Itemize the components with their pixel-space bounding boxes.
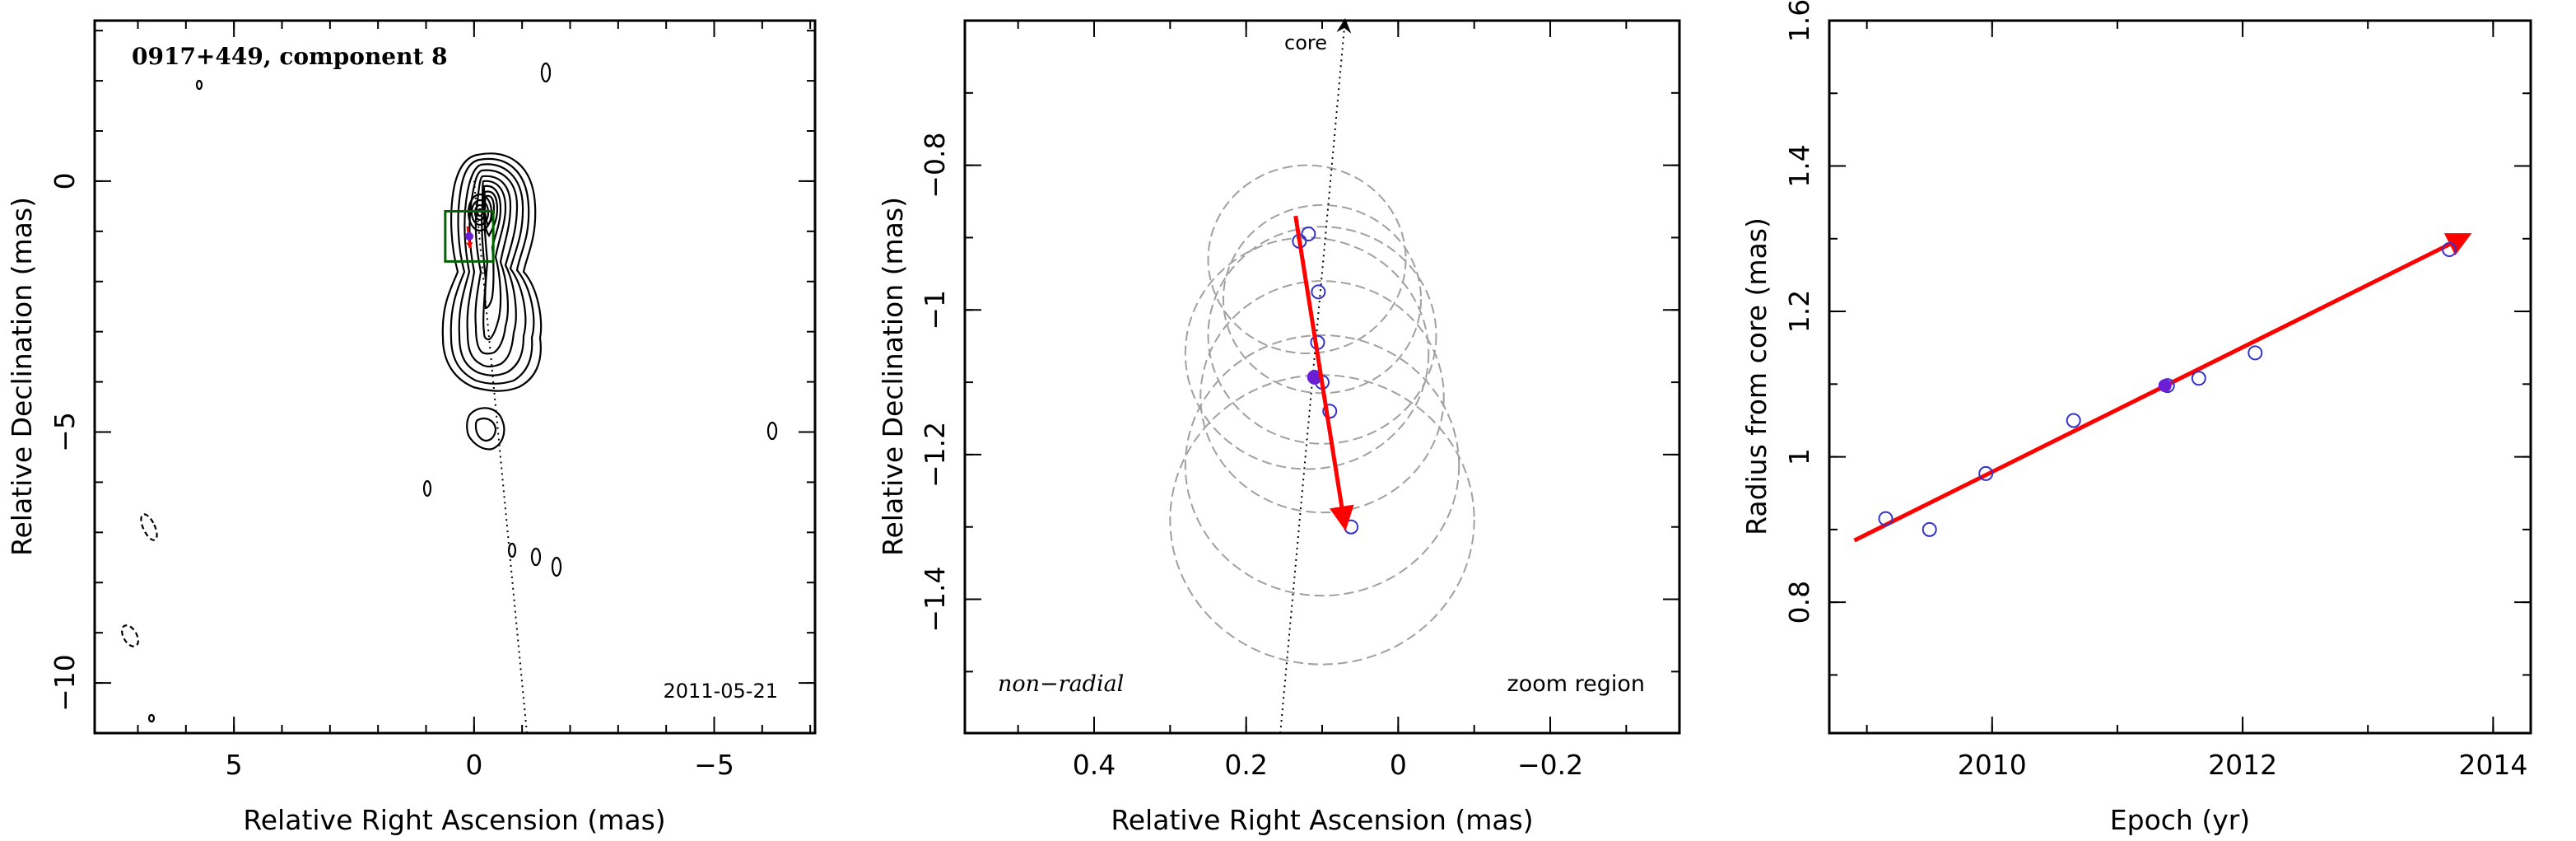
panel-1-plot-area: 0917+449, component 8 2011-05-21 bbox=[93, 19, 817, 735]
x-tick-label: 0 bbox=[465, 749, 482, 781]
y-tick-label: −1 bbox=[919, 290, 951, 330]
radius-point bbox=[1978, 465, 1994, 481]
panel-3-y-axis-label: Radius from core (mas) bbox=[1740, 217, 1772, 535]
x-tick-label: 2012 bbox=[2208, 749, 2277, 781]
position-uncertainty-circles bbox=[1169, 164, 1475, 666]
y-tick-label: 1.2 bbox=[1783, 290, 1815, 333]
zoom-box bbox=[444, 209, 495, 263]
y-tick-label: 0.8 bbox=[1783, 581, 1815, 624]
x-tick-label: 2010 bbox=[1958, 749, 2027, 781]
y-tick-label: −0.8 bbox=[919, 133, 951, 199]
panel-1-title: 0917+449, component 8 bbox=[132, 43, 448, 70]
uncertainty-circle bbox=[1184, 334, 1460, 597]
panel-2-y-axis: −0.8 −1 −1.2 −1.4 bbox=[919, 91, 1679, 673]
y-tick-label: 1.6 bbox=[1783, 0, 1815, 42]
panel-3-frame bbox=[1828, 19, 2532, 735]
y-tick-label: 1 bbox=[1783, 448, 1815, 465]
x-tick-label: 0 bbox=[1390, 749, 1407, 781]
uncertainty-circle bbox=[1207, 164, 1407, 354]
core-direction-line bbox=[473, 180, 528, 734]
component-marker bbox=[465, 231, 473, 241]
y-tick-label: −5 bbox=[49, 412, 81, 452]
radius-point bbox=[1878, 511, 1894, 526]
uncertainty-circle bbox=[1199, 280, 1445, 514]
panel-1-contour-map: 0917+449, component 8 2011-05-21 5 0 −5 0 −… bbox=[6, 19, 817, 836]
motion-type-label: non−radial bbox=[998, 671, 1124, 697]
radius-point bbox=[2442, 242, 2457, 258]
contour-lines bbox=[121, 62, 778, 723]
panel-2-y-axis-label: Relative Declination (mas) bbox=[877, 197, 909, 556]
component-positions bbox=[1292, 227, 1359, 535]
highlighted-measurement bbox=[2158, 379, 2172, 393]
panel-2-x-axis-label: Relative Right Ascension (mas) bbox=[1111, 804, 1533, 836]
radius-measurements bbox=[1878, 242, 2457, 537]
position-point bbox=[1311, 284, 1326, 300]
position-point bbox=[1301, 227, 1316, 242]
panel-3-x-axis: 2010 2012 2014 bbox=[1866, 21, 2527, 781]
core-label: core bbox=[1284, 31, 1327, 54]
panel-1-date-label: 2011-05-21 bbox=[664, 680, 778, 703]
panel-1-frame bbox=[93, 19, 817, 735]
x-tick-label: −5 bbox=[694, 749, 734, 781]
uncertainty-circle bbox=[1222, 203, 1423, 395]
radius-point bbox=[2066, 413, 2081, 428]
radius-point bbox=[2248, 345, 2263, 361]
position-point bbox=[1344, 519, 1359, 535]
panel-3-y-axis: 0.8 1 1.2 1.4 1.6 bbox=[1783, 0, 2531, 676]
highlighted-position bbox=[1307, 369, 1322, 385]
zoom-region-label: zoom region bbox=[1507, 671, 1645, 697]
uncertainty-circle bbox=[1169, 374, 1475, 666]
y-tick-label: −10 bbox=[49, 654, 81, 712]
panel-1-y-axis-label: Relative Declination (mas) bbox=[6, 197, 38, 556]
x-tick-label: 2014 bbox=[2458, 749, 2527, 781]
uncertainty-circle bbox=[1207, 226, 1437, 445]
panel-1-x-axis: 5 0 −5 bbox=[137, 21, 812, 781]
panel-1-y-axis: 0 −5 −10 bbox=[49, 30, 815, 734]
x-tick-label: −0.2 bbox=[1517, 749, 1583, 781]
panel-1-x-axis-label: Relative Right Ascension (mas) bbox=[243, 804, 665, 836]
radius-point bbox=[2191, 371, 2206, 386]
panel-3-x-axis-label: Epoch (yr) bbox=[2110, 804, 2250, 836]
motion-vector-arrow bbox=[1293, 215, 1354, 531]
uncertainty-circle bbox=[1184, 236, 1430, 470]
panel-2-zoom-scatter: core non−radial zoom region 0.4 0.2 0 −0.2 … bbox=[877, 18, 1681, 836]
y-tick-label: 0 bbox=[49, 172, 81, 189]
panel-3-radius-vs-epoch: 2010 2012 2014 0.8 1 1.2 1.4 1.6 Epoch (yr) Ra… bbox=[1740, 0, 2532, 836]
y-tick-label: −1.4 bbox=[919, 566, 951, 632]
x-tick-label: 0.2 bbox=[1224, 749, 1267, 781]
x-tick-label: 5 bbox=[226, 749, 243, 781]
y-tick-label: 1.4 bbox=[1783, 144, 1815, 187]
x-tick-label: 0.4 bbox=[1073, 749, 1116, 781]
position-point bbox=[1322, 404, 1338, 419]
y-tick-label: −1.2 bbox=[919, 422, 951, 488]
radius-point bbox=[1922, 521, 1937, 537]
panel-2-x-axis: 0.4 0.2 0 −0.2 bbox=[1017, 21, 1628, 781]
